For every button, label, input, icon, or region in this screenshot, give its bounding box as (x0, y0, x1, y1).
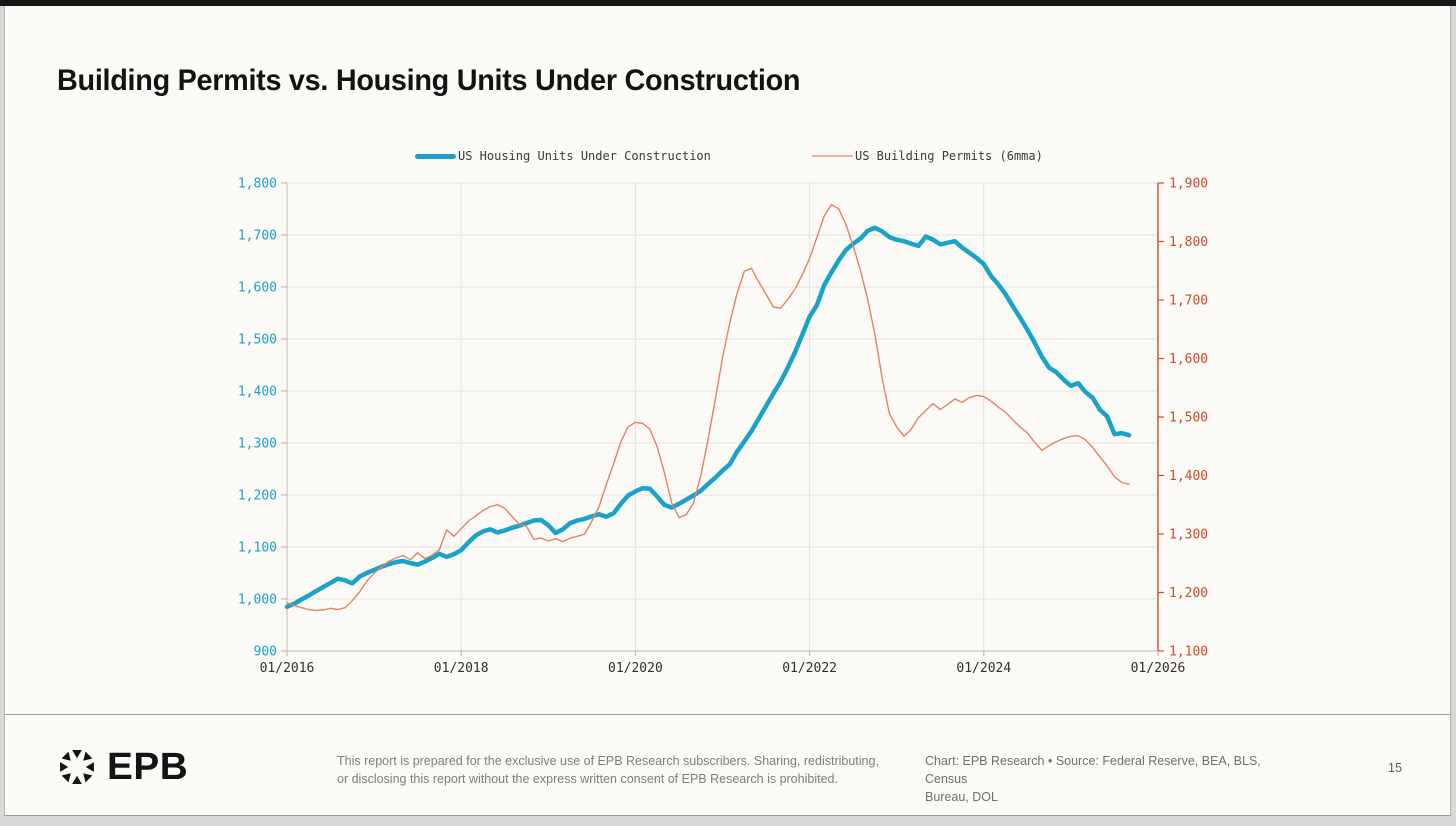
y-left-tick-label: 1,600 (238, 281, 277, 296)
series-line-permits (286, 203, 1130, 612)
legend-label-permits: US Building Permits (6mma) (855, 149, 1043, 163)
y-right-tick-label: 1,700 (1169, 294, 1208, 309)
y-left-tick-label: 1,500 (238, 333, 277, 348)
x-tick-label: 01/2016 (260, 661, 315, 676)
legend-item-permits: US Building Permits (6mma) (812, 146, 1043, 166)
y-right-tick-label: 1,900 (1169, 177, 1208, 192)
x-tick-label: 01/2022 (782, 661, 837, 676)
construction-line-swatch (415, 153, 456, 159)
x-tick-label: 01/2026 (1131, 661, 1186, 676)
y-right-tick-label: 1,300 (1169, 528, 1208, 543)
y-left-tick-label: 1,000 (238, 593, 277, 608)
disclaimer-line-1: This report is prepared for the exclusiv… (337, 754, 879, 768)
footer-divider (4, 714, 1451, 715)
page-title: Building Permits vs. Housing Units Under… (57, 64, 801, 98)
source-line-2: Bureau, DOL (925, 790, 998, 804)
y-right-tick-label: 1,400 (1169, 469, 1208, 484)
y-right-tick-label: 1,500 (1169, 411, 1208, 426)
y-right-tick-label: 1,200 (1169, 586, 1208, 601)
brand-name: EPB (107, 745, 189, 788)
y-left-tick-label: 900 (254, 645, 277, 660)
disclaimer-text: This report is prepared for the exclusiv… (337, 752, 912, 788)
legend-label-construction: US Housing Units Under Construction (458, 149, 711, 163)
slide-background (4, 6, 1451, 816)
permits-line-swatch (812, 155, 853, 157)
y-left-tick-label: 1,400 (238, 385, 277, 400)
y-left-tick-label: 1,800 (238, 177, 277, 192)
epb-aperture-icon (60, 750, 94, 784)
x-tick-label: 01/2024 (956, 661, 1011, 676)
epb-logo: EPB (55, 745, 189, 789)
source-line-1: Chart: EPB Research • Source: Federal Re… (925, 754, 1261, 786)
y-left-tick-label: 1,700 (238, 229, 277, 244)
x-tick-label: 01/2020 (608, 661, 663, 676)
disclaimer-line-2: or disclosing this report without the ex… (337, 772, 838, 786)
y-left-tick-label: 1,200 (238, 489, 277, 504)
x-tick-label: 01/2018 (434, 661, 489, 676)
y-right-tick-label: 1,600 (1169, 352, 1208, 367)
page-number: 15 (1388, 761, 1402, 775)
y-left-tick-label: 1,100 (238, 541, 277, 556)
series-line-construction (284, 225, 1132, 610)
source-text: Chart: EPB Research • Source: Federal Re… (925, 752, 1285, 806)
top-edge-bar (0, 0, 1456, 6)
y-right-tick-label: 1,800 (1169, 235, 1208, 250)
y-left-tick-label: 1,300 (238, 437, 277, 452)
y-right-tick-label: 1,100 (1169, 645, 1208, 660)
legend-item-construction: US Housing Units Under Construction (415, 146, 711, 166)
